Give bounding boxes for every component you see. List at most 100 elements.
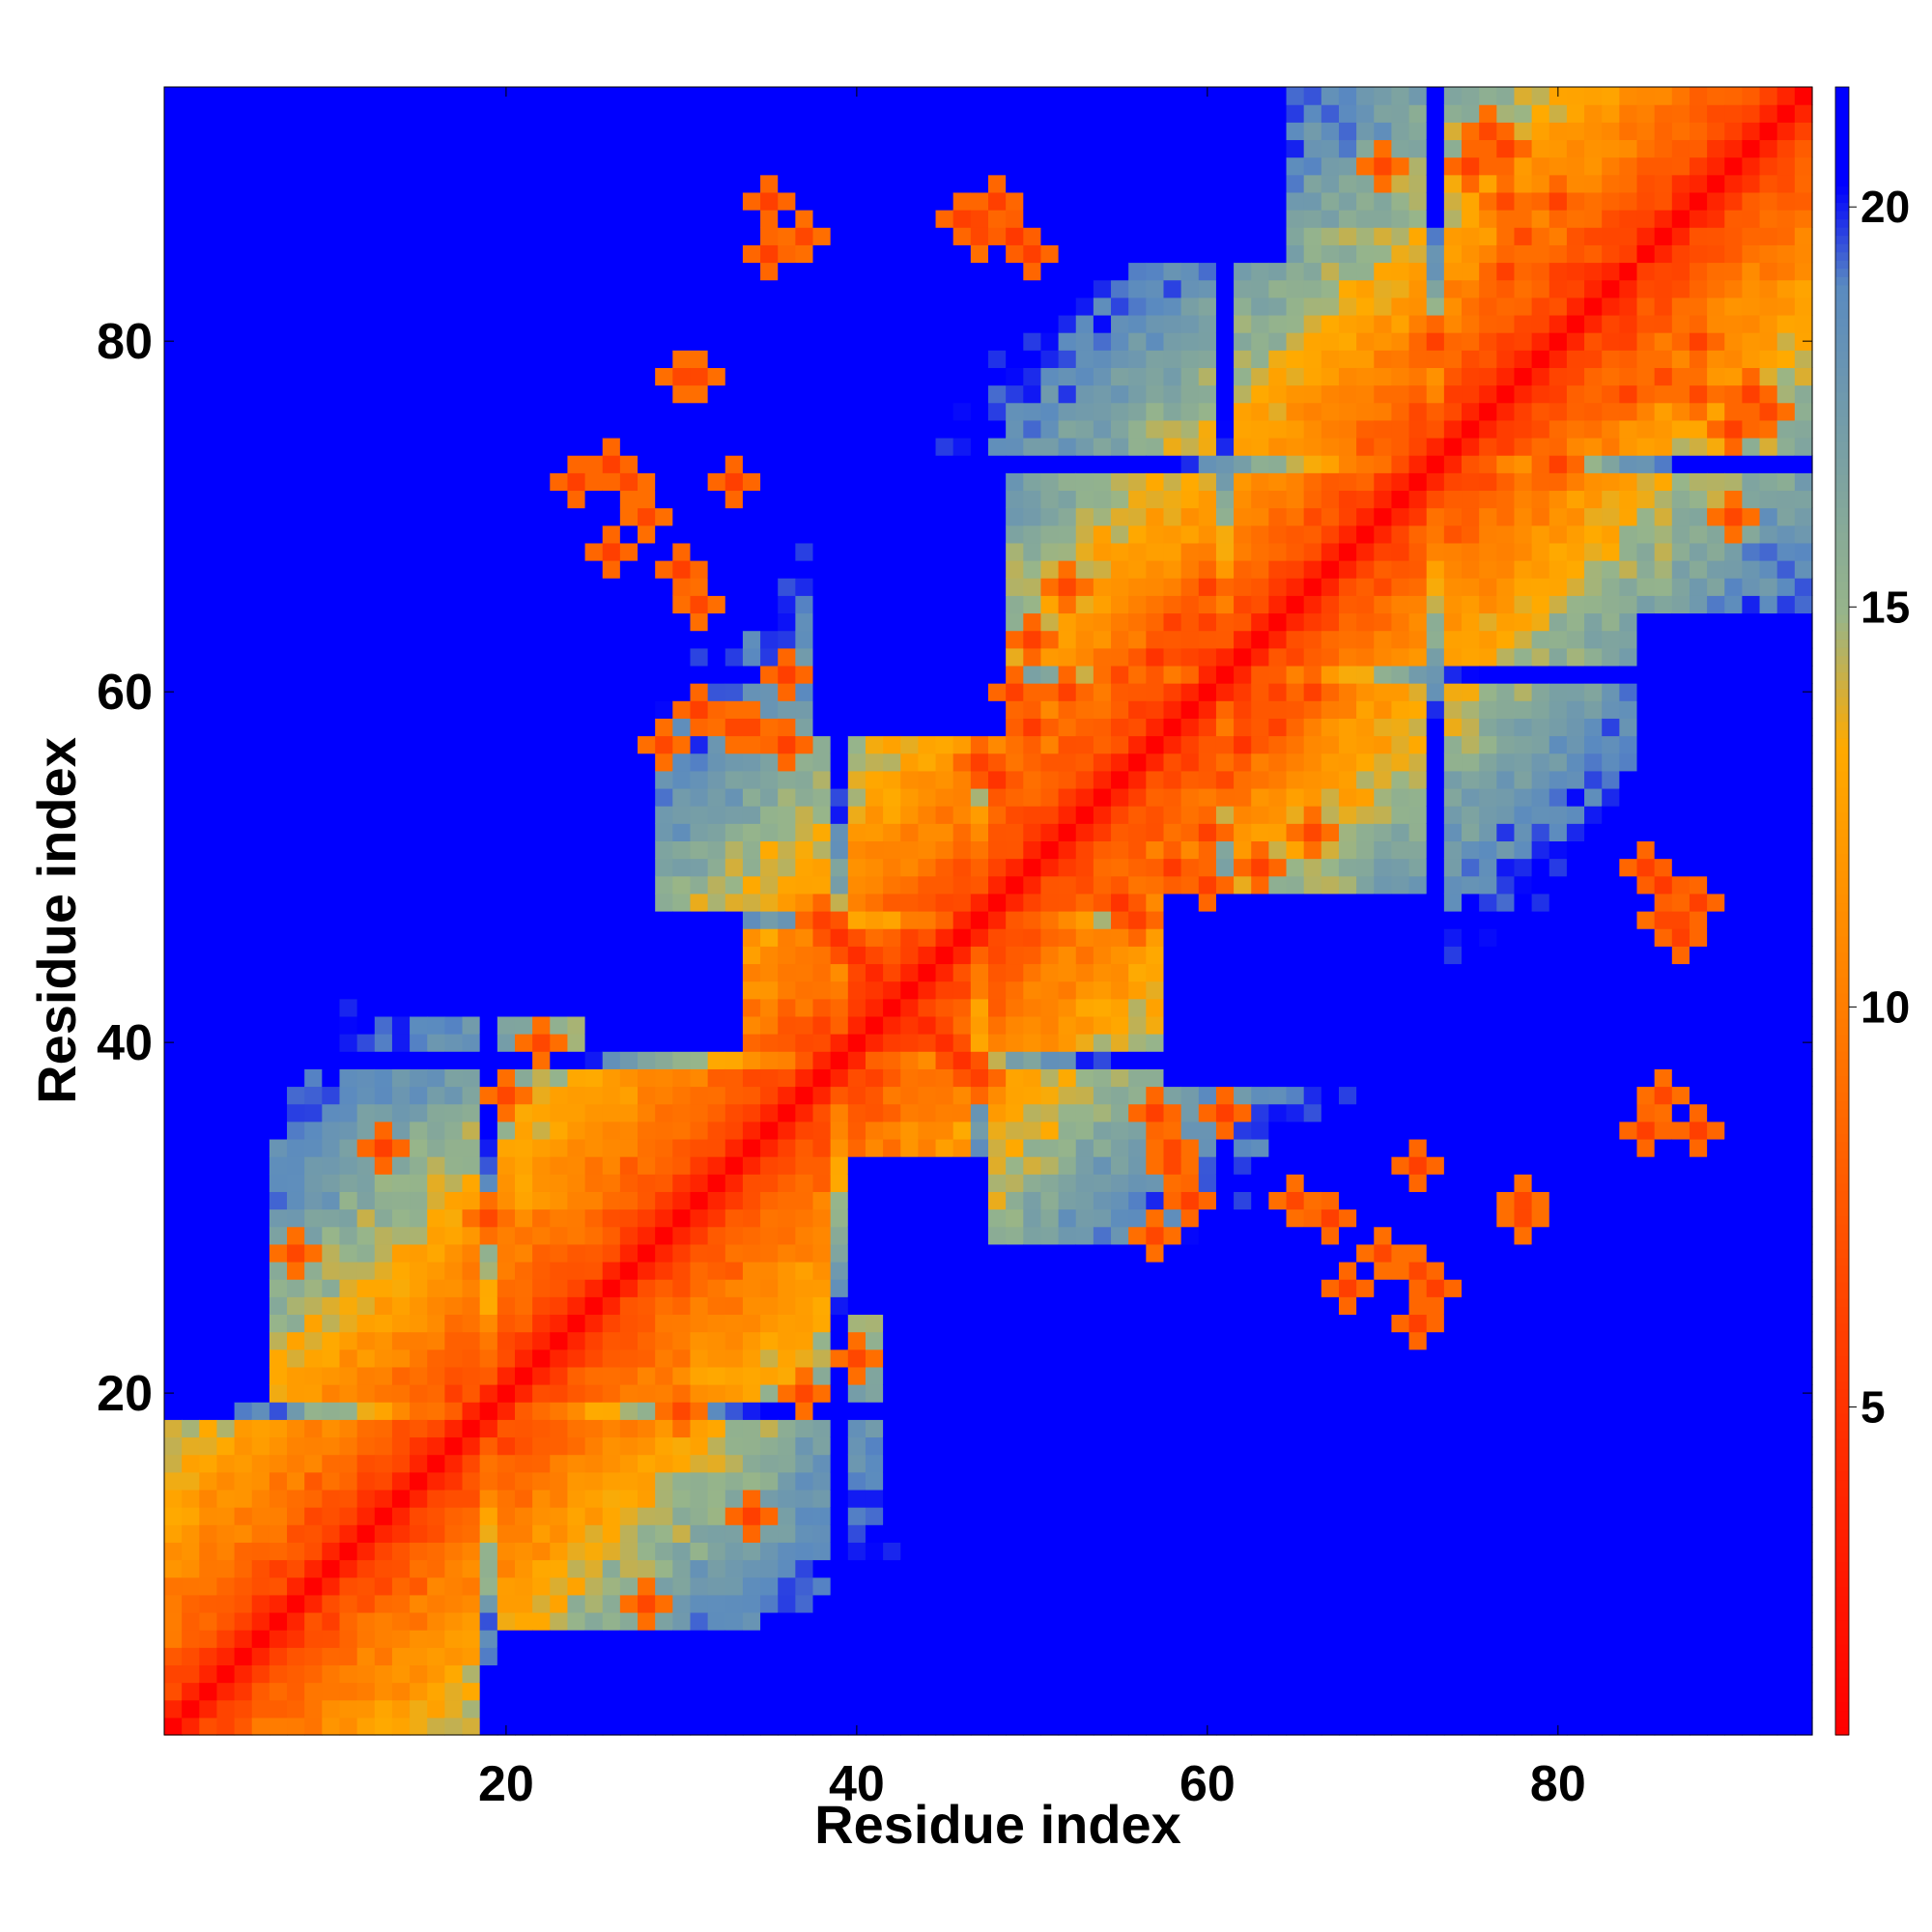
heatmap-cell	[164, 946, 183, 965]
heatmap-cell	[550, 1034, 569, 1052]
heatmap-cell	[269, 139, 288, 158]
heatmap-cell	[795, 963, 814, 982]
heatmap-cell	[724, 1174, 744, 1192]
heatmap-cell	[391, 665, 411, 684]
heatmap-cell	[602, 1594, 621, 1613]
heatmap-cell	[391, 806, 411, 824]
heatmap-cell	[638, 998, 656, 1017]
heatmap-cell	[584, 262, 604, 281]
heatmap-cell	[707, 1717, 726, 1736]
heatmap-cell	[322, 665, 341, 684]
heatmap-cell	[269, 1138, 288, 1157]
heatmap-cell	[356, 858, 376, 877]
heatmap-cell	[550, 367, 569, 386]
heatmap-cell	[182, 1594, 200, 1613]
heatmap-cell	[479, 1682, 498, 1701]
heatmap-cell	[778, 1454, 796, 1473]
heatmap-cell	[707, 455, 726, 473]
heatmap-cell	[584, 1594, 604, 1613]
heatmap-cell	[1075, 1174, 1094, 1192]
heatmap-cell	[778, 262, 796, 281]
heatmap-cell	[1075, 279, 1094, 298]
heatmap-cell	[619, 1419, 639, 1438]
heatmap-cell	[795, 1366, 814, 1385]
heatmap-cell	[251, 1402, 270, 1420]
heatmap-cell	[497, 1436, 516, 1456]
heatmap-cell	[322, 1524, 341, 1543]
heatmap-cell	[900, 718, 920, 737]
heatmap-cell	[462, 87, 481, 105]
heatmap-cell	[760, 279, 779, 298]
heatmap-cell	[970, 787, 989, 807]
heatmap-cell	[900, 1682, 920, 1701]
heatmap-cell	[778, 87, 796, 105]
heatmap-cell	[1058, 858, 1077, 877]
heatmap-cell	[760, 490, 779, 509]
heatmap-cell	[1023, 402, 1042, 421]
heatmap-cell	[900, 980, 920, 1000]
heatmap-cell	[900, 647, 920, 667]
heatmap-cell	[374, 893, 393, 912]
heatmap-cell	[356, 928, 376, 947]
heatmap-cell	[1023, 928, 1042, 947]
heatmap-cell	[479, 1243, 498, 1263]
heatmap-cell	[164, 1682, 183, 1701]
heatmap-cell	[269, 350, 288, 368]
heatmap-cell	[462, 191, 481, 211]
heatmap-cell	[567, 1699, 586, 1719]
heatmap-cell	[672, 858, 692, 877]
heatmap-cell	[707, 1068, 726, 1088]
heatmap-cell	[900, 104, 920, 123]
heatmap-cell	[970, 279, 989, 298]
heatmap-cell	[514, 402, 533, 421]
heatmap-cell	[322, 612, 341, 632]
heatmap-cell	[514, 1524, 533, 1543]
heatmap-cell	[655, 1366, 673, 1385]
heatmap-cell	[707, 578, 726, 596]
heatmap-cell	[304, 718, 323, 737]
heatmap-cell	[374, 578, 393, 596]
heatmap-cell	[865, 1594, 884, 1613]
heatmap-cell	[970, 1542, 989, 1561]
heatmap-cell	[304, 823, 323, 842]
heatmap-cell	[900, 1103, 920, 1122]
heatmap-cell	[269, 1296, 288, 1316]
heatmap-cell	[935, 122, 954, 141]
heatmap-cell	[724, 156, 744, 176]
heatmap-cell	[778, 1717, 796, 1736]
heatmap-cell	[479, 244, 498, 264]
heatmap-cell	[672, 1208, 692, 1228]
heatmap-cell	[742, 156, 761, 176]
heatmap-cell	[287, 928, 305, 947]
heatmap-cell	[795, 1208, 814, 1228]
heatmap-cell	[234, 928, 253, 947]
heatmap-cell	[199, 1454, 218, 1473]
heatmap-cell	[918, 1559, 937, 1578]
heatmap-cell	[865, 1524, 884, 1543]
heatmap-cell	[655, 1489, 673, 1508]
heatmap-cell	[1058, 244, 1077, 264]
heatmap-cell	[339, 893, 358, 912]
heatmap-cell	[865, 595, 884, 614]
heatmap-cell	[199, 210, 218, 228]
heatmap-cell	[690, 297, 709, 316]
heatmap-cell	[1058, 437, 1077, 456]
heatmap-cell	[374, 437, 393, 456]
heatmap-cell	[672, 875, 692, 895]
heatmap-cell	[655, 1296, 673, 1316]
heatmap-cell	[567, 1419, 586, 1438]
heatmap-cell	[356, 227, 376, 245]
heatmap-cell	[724, 174, 744, 193]
heatmap-cell	[532, 1419, 551, 1438]
heatmap-cell	[514, 1630, 533, 1648]
heatmap-cell	[356, 1436, 376, 1456]
heatmap-cell	[742, 314, 761, 333]
heatmap-cell	[865, 455, 884, 473]
heatmap-cell	[619, 262, 639, 281]
heatmap-cell	[497, 1454, 516, 1473]
heatmap-cell	[462, 1717, 481, 1736]
heatmap-cell	[462, 1103, 481, 1122]
heatmap-cell	[707, 787, 726, 807]
heatmap-cell	[1023, 1243, 1042, 1263]
heatmap-cell	[795, 244, 814, 264]
